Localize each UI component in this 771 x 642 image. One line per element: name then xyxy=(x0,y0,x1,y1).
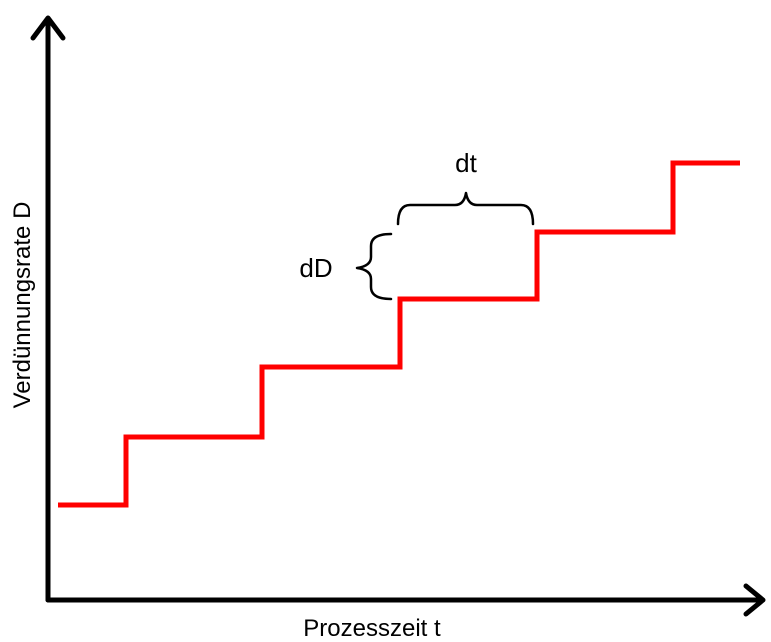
y-axis xyxy=(30,15,66,603)
dt-brace xyxy=(396,191,535,226)
y-axis-label: Verdünnungsrate D xyxy=(9,202,36,409)
dD-label: dD xyxy=(299,253,332,283)
y-axis-arrow-icon xyxy=(30,15,66,41)
step-function-line xyxy=(58,160,740,508)
dD-brace xyxy=(355,232,393,301)
x-axis-label: Prozesszeit t xyxy=(303,615,441,642)
dt-label: dt xyxy=(455,148,477,178)
x-axis xyxy=(45,583,766,617)
x-axis-arrow-icon xyxy=(743,583,766,617)
